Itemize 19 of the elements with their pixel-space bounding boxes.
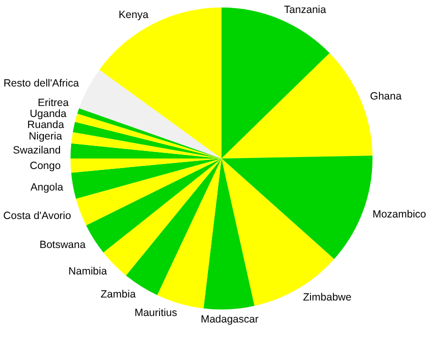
slice-label: Zambia [100, 288, 136, 301]
slice-label: Botswana [39, 238, 86, 251]
slice-label: Namibia [68, 266, 108, 278]
slice-label: Nigeria [28, 130, 62, 142]
slice-label: Kenya [118, 9, 149, 22]
slice-label: Eritrea [38, 96, 69, 109]
slice-label: Angola [30, 182, 64, 194]
slice-label: Ruanda [27, 118, 64, 131]
slice-label: Mozambico [372, 208, 426, 220]
slice-label: Resto dell'Africa [3, 78, 80, 90]
slice-label: Tanzania [284, 4, 326, 16]
slice-label: Ghana [370, 90, 402, 102]
slice-label: Swaziland [12, 144, 61, 156]
slice-label: Uganda [30, 108, 67, 120]
slice-label: Zimbabwe [303, 291, 352, 304]
slice-label: Madagascar [200, 313, 259, 326]
slice-label: Costa d'Avorio [3, 210, 72, 222]
slice-label: Mauritius [134, 307, 178, 320]
slice-label: Congo [30, 160, 61, 172]
